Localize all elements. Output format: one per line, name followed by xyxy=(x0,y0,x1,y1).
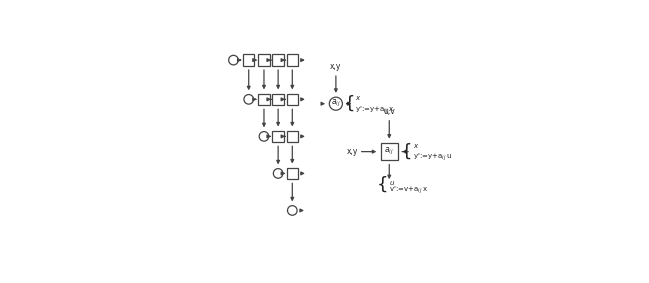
Text: x: x xyxy=(356,95,360,101)
Bar xyxy=(258,94,269,105)
Bar xyxy=(258,54,269,66)
Text: $a_{ij}$: $a_{ij}$ xyxy=(384,146,394,157)
Text: $a_{ij}$: $a_{ij}$ xyxy=(331,98,341,109)
Text: v':=v+a$_{ij}$ x: v':=v+a$_{ij}$ x xyxy=(389,184,429,196)
Text: x: x xyxy=(413,143,417,149)
Bar xyxy=(287,54,298,66)
Text: x,y: x,y xyxy=(347,147,358,156)
Text: y':=y+a$_{ij}$ x: y':=y+a$_{ij}$ x xyxy=(356,104,395,115)
Text: {: { xyxy=(377,175,389,193)
Bar xyxy=(273,94,284,105)
Text: {: { xyxy=(343,95,355,113)
Bar xyxy=(287,168,298,179)
Bar xyxy=(287,131,298,142)
Text: {: { xyxy=(401,143,413,161)
Bar xyxy=(243,54,254,66)
Text: x,y: x,y xyxy=(330,62,341,71)
Bar xyxy=(273,54,284,66)
Bar xyxy=(380,143,398,160)
Bar xyxy=(273,131,284,142)
Text: u,v: u,v xyxy=(384,107,395,116)
Text: u: u xyxy=(389,180,394,186)
Text: y':=y+a$_{ij}$ u: y':=y+a$_{ij}$ u xyxy=(413,152,453,164)
Bar xyxy=(287,94,298,105)
